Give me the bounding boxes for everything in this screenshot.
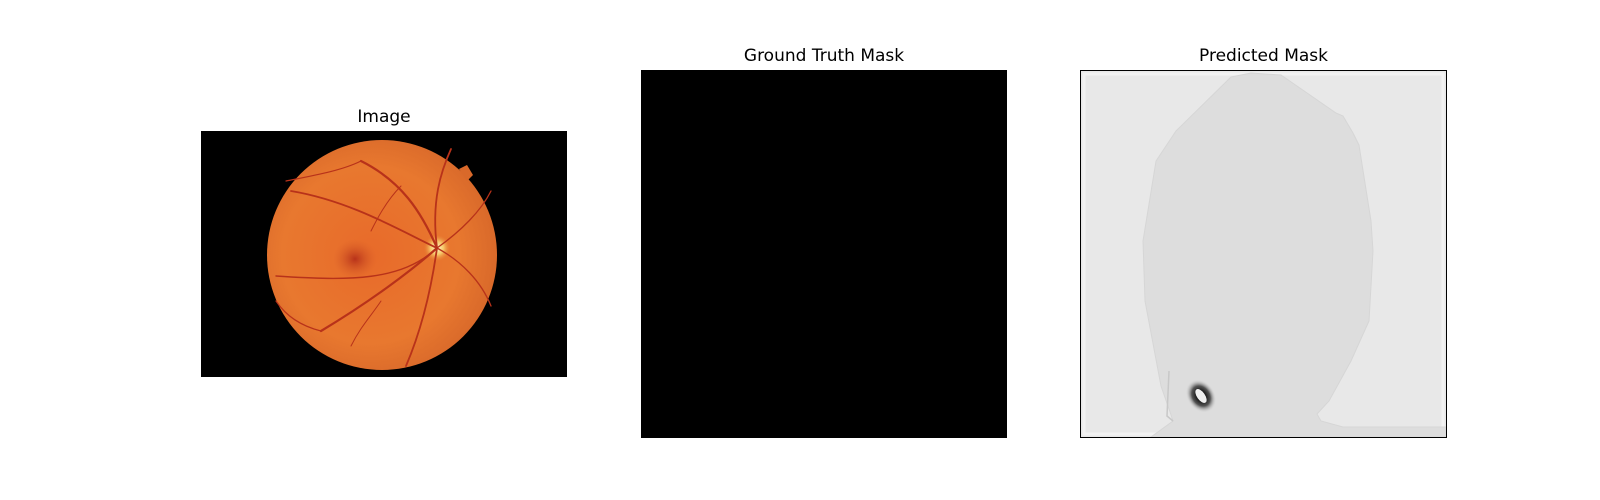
fundus-image xyxy=(201,131,567,377)
ground-truth-mask-panel xyxy=(641,70,1007,438)
predicted-mask-panel xyxy=(1080,70,1447,438)
predicted-mask-image xyxy=(1081,71,1446,437)
fundus-disc-region xyxy=(267,140,497,370)
predicted-mask-panel-title: Predicted Mask xyxy=(1199,46,1328,66)
ground-truth-panel-title: Ground Truth Mask xyxy=(743,46,905,66)
macula-spot xyxy=(333,239,377,279)
fundus-image-panel xyxy=(201,131,567,377)
image-panel-title: Image xyxy=(357,107,411,127)
predicted-region xyxy=(1142,72,1446,437)
blood-vessels xyxy=(275,148,492,367)
